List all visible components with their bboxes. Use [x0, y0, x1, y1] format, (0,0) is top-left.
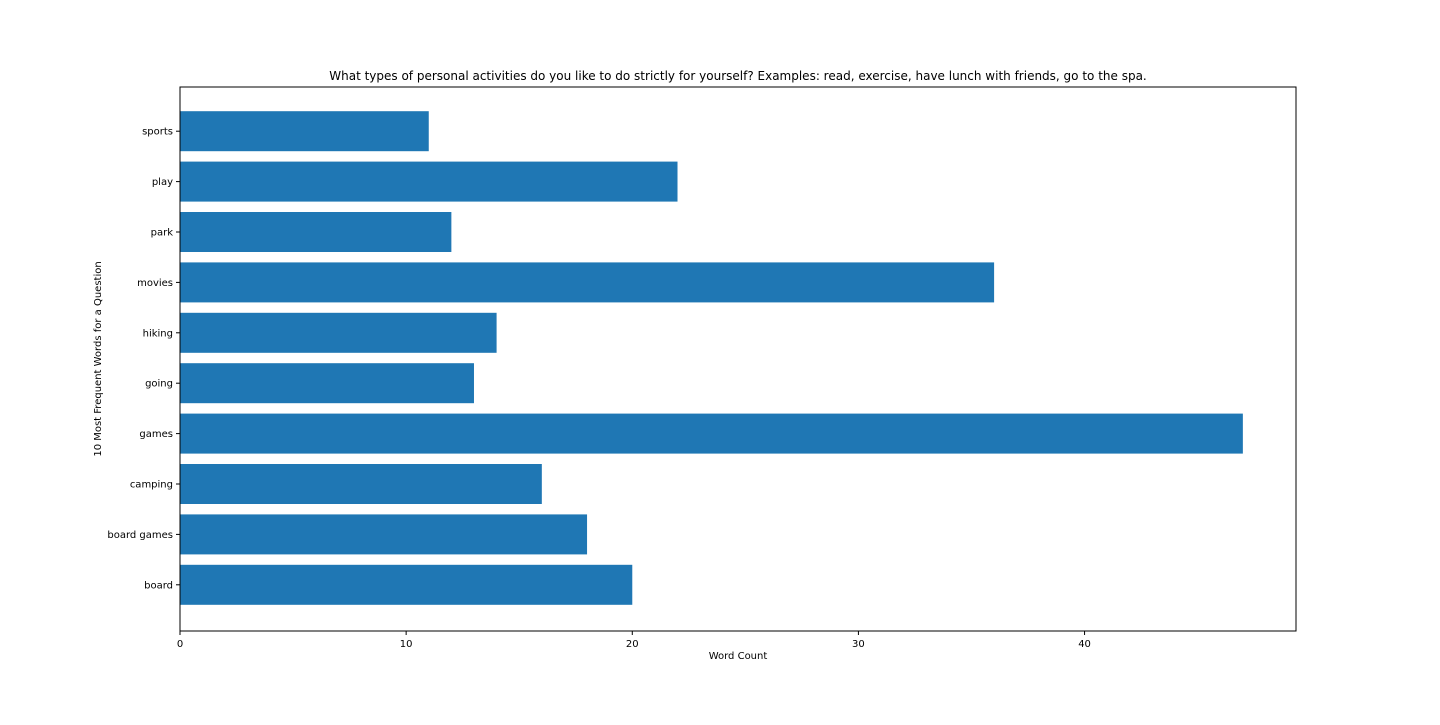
y-axis-label: 10 Most Frequent Words for a Question: [93, 261, 104, 456]
x-tick-label: 40: [1078, 639, 1091, 650]
x-tick-label: 0: [177, 639, 183, 650]
x-tick-label: 20: [626, 639, 639, 650]
y-tick-label: camping: [130, 480, 173, 491]
bar: [180, 464, 542, 504]
y-tick-label: board: [144, 580, 173, 591]
bar: [180, 111, 429, 152]
bar: [180, 161, 678, 202]
y-tick-label: going: [145, 379, 173, 390]
bar: [180, 413, 1243, 454]
y-tick-label: board games: [107, 530, 173, 541]
x-axis-label: Word Count: [709, 651, 768, 662]
bar: [180, 212, 452, 252]
y-tick-label: play: [152, 177, 173, 188]
y-tick-label: sports: [142, 127, 173, 138]
chart-title: What types of personal activities do you…: [329, 69, 1146, 83]
y-axis: board board games camping games going hiking m…: [107, 127, 180, 591]
x-tick-label: 10: [400, 639, 413, 650]
bar: [180, 363, 474, 404]
bar: [180, 312, 497, 353]
x-axis: 0 10 20 30 40: [177, 631, 1091, 650]
bar: [180, 514, 588, 555]
plot-frame: [179, 86, 1297, 632]
y-tick-label: movies: [137, 278, 173, 289]
bar: [180, 564, 633, 605]
bar: [180, 262, 995, 303]
y-tick-label: games: [139, 429, 173, 440]
y-tick-label: hiking: [143, 328, 173, 339]
x-tick-label: 30: [852, 639, 865, 650]
y-tick-label: park: [151, 228, 174, 239]
bars-layer: [180, 111, 1243, 605]
